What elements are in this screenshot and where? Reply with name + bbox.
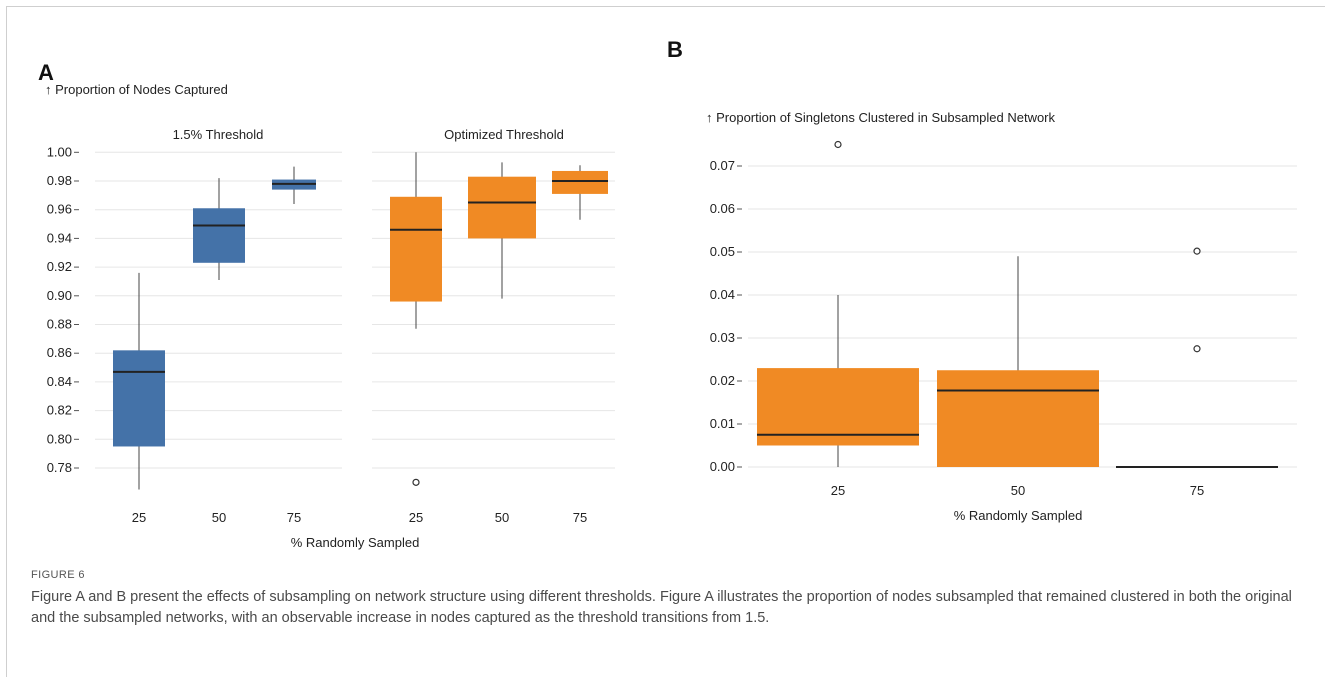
panel-b-box-75-outlier-2 xyxy=(1193,345,1201,353)
panel-b-x-tick-75: 75 xyxy=(1190,483,1204,498)
panel-a-optimized-50-box xyxy=(468,176,536,239)
panel-b-y-tick-0-05: 0.05 xyxy=(710,244,735,259)
panel-a-y-tick-0-90: 0.90 xyxy=(47,288,72,303)
figure-caption: Figure A and B present the effects of su… xyxy=(31,589,1292,626)
panel-a-optimized-75-box xyxy=(552,170,608,194)
panel-b-x-axis: 25 50 75 xyxy=(831,483,1204,498)
panel-a-y-tick-0-80: 0.80 xyxy=(47,431,72,446)
panel-b-y-axis-label: ↑ Proportion of Singletons Clustered in … xyxy=(706,110,1056,125)
panel-a-y-tick-0-94: 0.94 xyxy=(47,230,72,245)
panel-a-y-tick-0-92: 0.92 xyxy=(47,259,72,274)
panel-b-y-tick-0-00: 0.00 xyxy=(710,459,735,474)
panel-a-y-tick-0-86: 0.86 xyxy=(47,345,72,360)
panel-b-box-50-box xyxy=(937,370,1099,467)
panel-a-x-tick-optimized-75: 75 xyxy=(573,510,587,525)
panel-a-y-tick-0-96: 0.96 xyxy=(47,202,72,217)
panel-b-y-tick-0-03: 0.03 xyxy=(710,330,735,345)
figure-label: FIGURE 6 xyxy=(31,569,85,581)
panel-a-gridlines xyxy=(95,151,615,469)
panel-b-y-tick-0-06: 0.06 xyxy=(710,201,735,216)
panel-label-b: B xyxy=(667,37,683,62)
panel-b-x-tick-25: 25 xyxy=(831,483,845,498)
facet-title-optimized-threshold: Optimized Threshold xyxy=(444,127,564,142)
panel-b-y-tick-0-02: 0.02 xyxy=(710,373,735,388)
panel-a-x-tick-threshold-1-5-50: 50 xyxy=(212,510,226,525)
panel-b-y-axis: 0.00 0.01 0.02 0.03 0.04 0.05 0.06 0.07 xyxy=(710,158,742,474)
panel-a-x-tick-optimized-50: 50 xyxy=(495,510,509,525)
facet-title-1-5-threshold: 1.5% Threshold xyxy=(173,127,264,142)
panel-a-threshold-1-5-50-box xyxy=(193,208,245,263)
panel-a-optimized-25-box xyxy=(390,196,442,302)
panel-b-box-25-outlier-1 xyxy=(834,140,842,149)
panel-a-y-tick-0-78: 0.78 xyxy=(47,460,72,475)
panel-label-a: A xyxy=(38,60,54,85)
panel-a-y-axis-label: ↑ Proportion of Nodes Captured xyxy=(45,82,228,97)
panel-b-boxes xyxy=(757,140,1278,468)
panel-a-y-tick-0-88: 0.88 xyxy=(47,317,72,332)
panel-a-optimized-25-outlier-1 xyxy=(412,478,420,486)
panel-b-box-75-outlier-1 xyxy=(1193,247,1201,255)
panel-a-x-axis-label: % Randomly Sampled xyxy=(291,535,420,550)
panel-a-y-tick-0-84: 0.84 xyxy=(47,374,72,389)
panel-a-x-axis: 25 50 75 25 50 75 xyxy=(132,510,587,525)
panel-a-y-axis: 0.78 0.80 0.82 0.84 0.86 0.88 0.90 0.92 0.94 0.96… xyxy=(47,144,79,475)
panel-a-y-tick-0-82: 0.82 xyxy=(47,403,72,418)
panel-b-x-axis-label: % Randomly Sampled xyxy=(954,508,1083,523)
panel-b-y-tick-0-01: 0.01 xyxy=(710,416,735,431)
panel-a-x-tick-optimized-25: 25 xyxy=(409,510,423,525)
panel-b-box-25-box xyxy=(757,368,919,446)
panel-b-y-tick-0-04: 0.04 xyxy=(710,287,735,302)
panel-b-x-tick-50: 50 xyxy=(1011,483,1025,498)
panel-a-threshold-1-5-25-box xyxy=(113,350,165,447)
panel-a-y-tick-1-00: 1.00 xyxy=(47,144,72,159)
figure-frame xyxy=(6,6,1325,677)
panel-a-x-tick-threshold-1-5-25: 25 xyxy=(132,510,146,525)
panel-a-y-tick-0-98: 0.98 xyxy=(47,173,72,188)
panel-b-y-tick-0-07: 0.07 xyxy=(710,158,735,173)
panel-a-boxes xyxy=(113,152,608,490)
panel-a-x-tick-threshold-1-5-75: 75 xyxy=(287,510,301,525)
figure-6: A ↑ Proportion of Nodes Captured 1.5% Th… xyxy=(38,37,1297,550)
